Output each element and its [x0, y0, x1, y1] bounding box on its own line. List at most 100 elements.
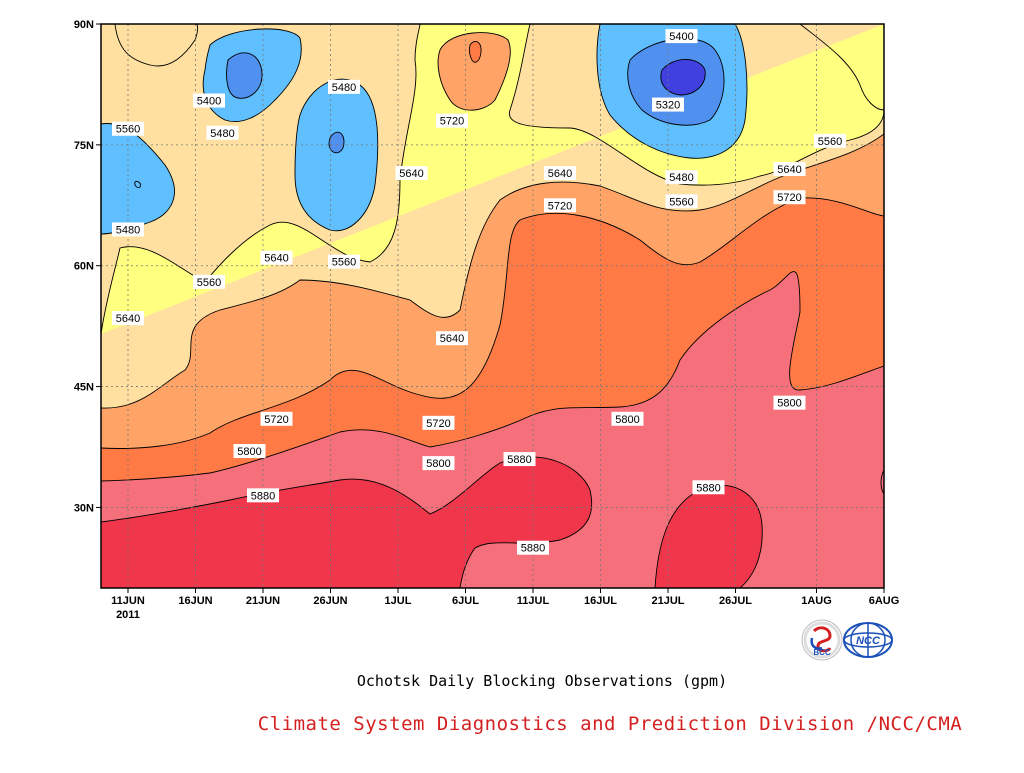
contour-label: 5720 [422, 415, 455, 430]
chart-title: Ochotsk Daily Blocking Observations (gpm… [356, 672, 728, 690]
contour-label-box [193, 93, 225, 108]
contour-label-text: 5800 [237, 446, 261, 458]
contour-label-text: 5640 [116, 313, 140, 325]
y-tick-label: 90N [74, 19, 94, 31]
contour-label-text: 5720 [777, 192, 801, 204]
contour-label-box [328, 79, 360, 94]
contour-label-box [665, 194, 698, 209]
contour-label-box [112, 311, 144, 326]
contour-label: 5640 [773, 162, 806, 177]
x-year-label: 2011 [116, 609, 140, 621]
y-axis: 30N 45N 60N 75N 90N [74, 19, 101, 514]
contour-label: 5640 [436, 331, 468, 346]
ncc-logo: NCC [843, 622, 893, 658]
x-tick-label: 1AUG [801, 595, 832, 607]
contour-label: 5720 [544, 198, 576, 213]
y-tick-label: 30N [74, 502, 94, 514]
contour-label-box [773, 162, 806, 177]
contour-label-box [773, 395, 806, 410]
contour-label-text: 5560 [332, 257, 356, 269]
contour-label-text: 5800 [615, 414, 639, 426]
contour-label: 5560 [112, 121, 144, 136]
x-tick-label: 16JUL [584, 595, 617, 607]
contour-label-text: 5720 [548, 200, 572, 212]
contour-label: 5880 [517, 540, 549, 555]
contour-label-box [773, 190, 806, 205]
contour-label-text: 5800 [426, 458, 450, 470]
contour-label-text: 5640 [399, 168, 423, 180]
contour-label-text: 5400 [197, 96, 221, 108]
band-5400-5480 [101, 123, 175, 234]
x-tick-label: 11JUN [111, 595, 145, 607]
x-tick-label: 26JUL [719, 595, 752, 607]
contour-label-box [652, 97, 684, 112]
contour-labels: 5400 5480 5400 5320 5560 5480 5720 5560 5640 5640… [112, 29, 846, 555]
contour-label-box [206, 125, 239, 140]
contour-label: 5560 [193, 274, 225, 289]
x-tick-label: 1JUL [385, 595, 412, 607]
bcc-logo: BCC [801, 619, 843, 661]
contour-label: 5400 [193, 93, 225, 108]
contour-label-text: 5480 [669, 172, 693, 184]
contour-label-box [260, 411, 293, 426]
contour-label-text: 5480 [116, 224, 140, 236]
contour-label: 5880 [692, 480, 725, 495]
contour-label-box [233, 444, 266, 459]
contour-label-box [436, 331, 468, 346]
band-5320-5400 [226, 52, 262, 99]
contour-label-text: 5560 [818, 136, 842, 148]
contour-label-box [665, 29, 698, 44]
contour-label-text: 5720 [440, 116, 464, 128]
contour-label-text: 5800 [777, 398, 801, 410]
contour-label-text: 5480 [332, 82, 356, 94]
contour-label: 5720 [260, 411, 293, 426]
contour-label: 5640 [260, 250, 293, 265]
contour-label-text: 5480 [210, 128, 234, 140]
contour-label-text: 5640 [264, 253, 288, 265]
contour-label-box [611, 411, 644, 426]
contour-label: 5720 [773, 190, 806, 205]
contour-label-box [544, 198, 576, 213]
contour-label-box [814, 133, 846, 148]
contour-label-box [260, 250, 293, 265]
contour-label-text: 5880 [696, 482, 720, 494]
contour-label: 5480 [206, 125, 239, 140]
contour-label: 5480 [328, 79, 360, 94]
contour-label: 5400 [665, 29, 698, 44]
x-tick-label: 6JUL [452, 595, 479, 607]
contour-label-box [503, 452, 536, 467]
plot-area [101, 24, 884, 588]
band-5640-5720 [438, 32, 511, 111]
contour-label: 5800 [233, 444, 266, 459]
contour-label-box [112, 222, 144, 237]
ncc-logo-text: NCC [856, 635, 881, 647]
contour-label-box [692, 480, 725, 495]
contour-label: 5640 [395, 166, 428, 181]
contour-label-box [517, 540, 549, 555]
band-5400-5480 [295, 79, 378, 231]
contour-label-box [544, 166, 576, 181]
contour-label: 5640 [112, 311, 144, 326]
contour-label-text: 5640 [548, 168, 572, 180]
contour-label: 5560 [665, 194, 698, 209]
contour-label-box [422, 456, 455, 471]
contour-label: 5320 [652, 97, 684, 112]
contour-label-text: 5560 [116, 124, 140, 136]
contour-label-text: 5880 [521, 543, 545, 555]
contour-label-text: 5320 [656, 100, 680, 112]
contour-label-box [436, 113, 468, 128]
band-5320-5400 [329, 132, 344, 153]
contour-label: 5480 [665, 170, 698, 185]
x-tick-label: 16JUN [178, 595, 212, 607]
y-tick-label: 45N [74, 382, 94, 394]
contour-label-text: 5400 [669, 31, 693, 43]
contour-label: 5800 [611, 411, 644, 426]
contour-label-text: 5640 [440, 333, 464, 345]
contour-label-box [422, 415, 455, 430]
contour-label: 5880 [247, 488, 279, 503]
contour-label-text: 5880 [507, 454, 531, 466]
contour-label-box [193, 274, 225, 289]
contour-label: 5640 [544, 166, 576, 181]
